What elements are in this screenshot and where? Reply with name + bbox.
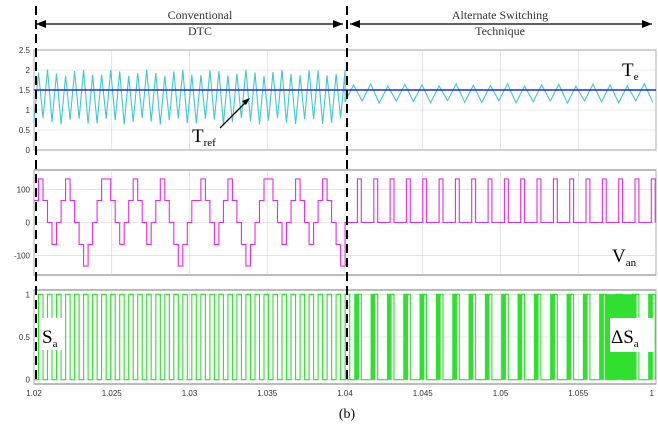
voltage-panel: 100 0 -100 Van (14, 169, 657, 276)
x-tick-label: 1.03 (182, 389, 198, 398)
switch-burst (420, 294, 425, 380)
switch-burst (518, 294, 523, 380)
van-label: Van (612, 246, 637, 269)
voltage-series-line (34, 178, 656, 267)
y-tick-label: 0 (26, 146, 31, 155)
torque-panel: 0 0.5 1 1.5 2 2.5 Te Tref (19, 46, 657, 155)
switch-burst (567, 294, 572, 380)
switch-burst (436, 294, 441, 380)
switch-burst (534, 294, 539, 380)
switch-burst (599, 294, 604, 380)
switch-burst (550, 294, 555, 380)
header-right-line2: Technique (475, 24, 525, 38)
y-tick-label: 0 (26, 376, 31, 385)
voltage-y-ticks: 100 0 -100 (14, 186, 31, 261)
te-label: Te (622, 60, 639, 83)
switch-y-ticks: 10.50 (19, 290, 31, 384)
switch-burst (354, 294, 359, 380)
y-tick-label: 2.5 (19, 46, 31, 55)
dsa-label-bg (610, 318, 654, 352)
switch-burst (371, 294, 376, 380)
x-tick-label: 1 (650, 389, 655, 398)
torque-series-line (33, 69, 654, 125)
y-tick-label: 0 (26, 219, 31, 228)
sa-label-bg (40, 318, 62, 350)
y-tick-label: 1 (26, 290, 31, 299)
x-tick-label: 1.05 (493, 389, 509, 398)
tref-arrow-head (242, 98, 250, 105)
y-tick-label: -100 (14, 251, 31, 260)
y-tick-label: 2 (26, 66, 31, 75)
y-tick-label: 0.5 (19, 126, 31, 135)
y-tick-label: 100 (17, 186, 31, 195)
switch-panel: 10.50 1.02 1.025 1.03 1.035 1.04 1.045 1.05 1.0… (19, 289, 657, 398)
header-right-line1: Alternate Switching (452, 8, 548, 22)
x-tick-label: 1.025 (102, 389, 123, 398)
switch-burst (403, 294, 408, 380)
y-tick-label: 1 (26, 106, 31, 115)
switch-burst (452, 294, 457, 380)
header-left-line2: DTC (188, 24, 212, 38)
header-left-line1: Conventional (168, 8, 233, 22)
tref-arrow (219, 100, 248, 129)
switch-burst (469, 294, 474, 380)
x-tick-label: 1.02 (26, 389, 42, 398)
switch-burst (485, 294, 490, 380)
caption: (b) (339, 407, 356, 422)
x-tick-label: 1.055 (568, 389, 589, 398)
x-ticks: 1.02 1.025 1.03 1.035 1.04 1.045 1.05 1.055 1 (26, 389, 654, 398)
switch-series-line (34, 293, 656, 381)
y-tick-label: 0.5 (19, 333, 31, 342)
tref-label: Tref (192, 126, 216, 149)
x-tick-label: 1.04 (337, 389, 353, 398)
switch-burst (501, 294, 506, 380)
x-tick-label: 1.035 (257, 389, 278, 398)
y-tick-label: 1.5 (19, 86, 31, 95)
switch-burst (387, 294, 392, 380)
header: Conventional DTC Alternate Switching Tec… (36, 8, 652, 38)
torque-y-ticks: 0 0.5 1 1.5 2 2.5 (19, 46, 31, 155)
switch-burst (583, 294, 588, 380)
sa-label: Sa (42, 327, 58, 350)
dsa-label: ΔSa (611, 327, 639, 350)
x-tick-label: 1.045 (413, 389, 434, 398)
